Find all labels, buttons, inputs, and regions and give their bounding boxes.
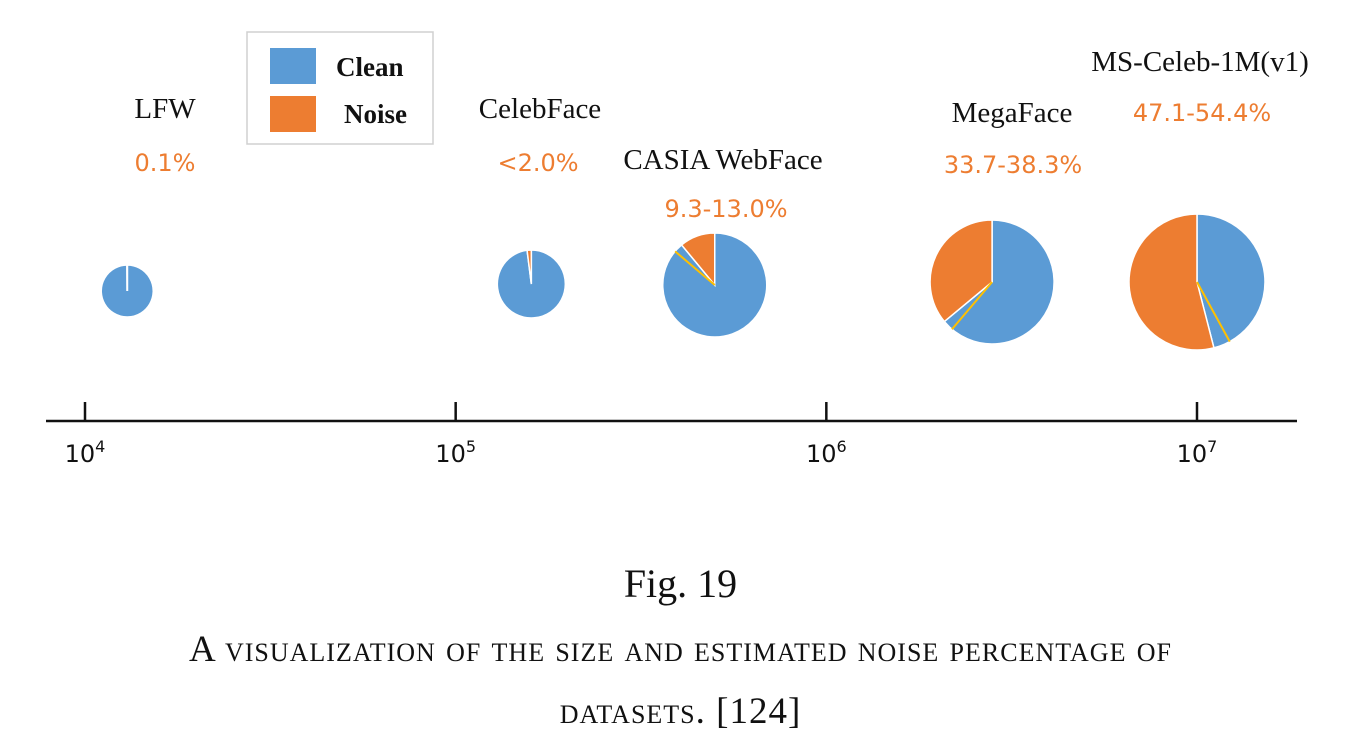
pie-casia-webface	[662, 232, 768, 338]
dataset-name-lfw: LFW	[134, 93, 196, 125]
dataset-noise-chart: Clean Noise 104 105 106 107 LFW 0.1% CelebF…	[46, 31, 1309, 468]
legend: Clean Noise	[246, 31, 434, 145]
x-tick-label-2: 106	[806, 437, 847, 468]
pie-slice-clean	[943, 219, 1055, 345]
dataset-noise-label-celebface: <2.0%	[497, 149, 578, 177]
pie-range-marker	[1196, 281, 1231, 343]
pie-slice-noise	[929, 219, 993, 323]
dataset-noise-label-megaface: 33.7-38.3%	[944, 151, 1082, 179]
legend-label-noise: Noise	[344, 99, 407, 129]
legend-swatch-noise	[270, 96, 316, 132]
x-tick-label-1: 105	[435, 437, 476, 468]
dataset-name-casia-webface: CASIA WebFace	[623, 144, 822, 176]
pie-celebface	[496, 249, 567, 319]
x-tick-label-3: 107	[1177, 437, 1218, 468]
pie-ms-celeb-1m-v1-	[1128, 213, 1266, 351]
figure-number: Fig. 19	[623, 561, 738, 606]
dataset-name-celebface: CelebFace	[479, 93, 601, 125]
pie-slice-noise	[1128, 213, 1215, 351]
pie-range-marker	[951, 281, 993, 330]
x-tick-label-0: 104	[65, 437, 106, 468]
pie-slice-noise	[680, 232, 716, 288]
dataset-name-ms-celeb-1m: MS-Celeb-1M(v1)	[1091, 46, 1308, 78]
legend-swatch-clean	[270, 48, 316, 84]
caption-line-1: A visualization of the size and estimate…	[189, 629, 1172, 670]
dataset-noise-label-casia-webface: 9.3-13.0%	[664, 195, 787, 223]
pie-megaface	[929, 219, 1055, 345]
pie-range-marker	[674, 250, 716, 286]
legend-label-clean: Clean	[336, 52, 404, 82]
pie-slice-noise	[526, 249, 533, 285]
dataset-noise-label-lfw: 0.1%	[135, 149, 196, 177]
pie-lfw	[100, 263, 155, 318]
caption-line-2: datasets. [124]	[559, 691, 802, 732]
x-axis-ticks: 104 105 106 107	[65, 402, 1218, 468]
dataset-name-megaface: MegaFace	[952, 97, 1073, 129]
pie-group	[100, 213, 1266, 351]
dataset-noise-label-ms-celeb-1m: 47.1-54.4%	[1133, 99, 1271, 127]
